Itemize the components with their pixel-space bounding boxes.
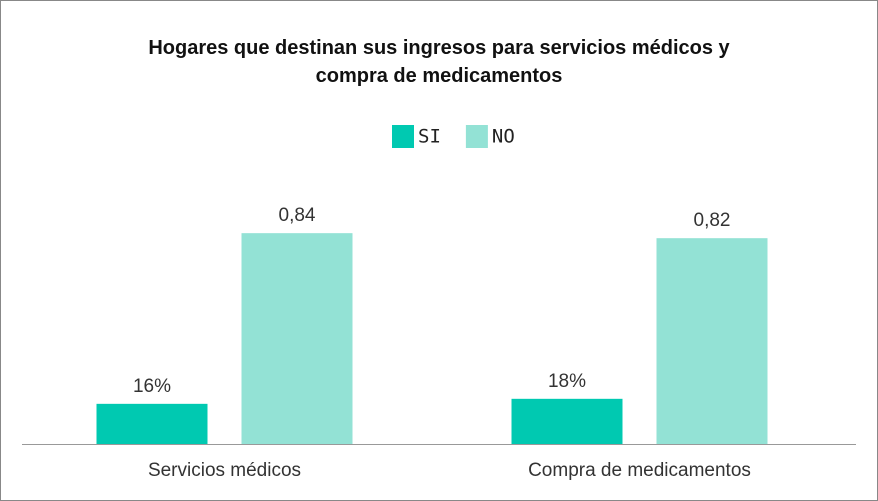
chart-title: Hogares que destinan sus ingresos para s… — [148, 37, 730, 87]
x-tick-label: Servicios médicos — [148, 460, 301, 481]
x-tick-label: Compra de medicamentos — [528, 460, 751, 481]
data-label: 16% — [133, 376, 171, 397]
bar — [511, 398, 623, 444]
data-label: 0,84 — [279, 205, 316, 226]
legend-swatch — [392, 125, 414, 148]
bar — [656, 238, 768, 444]
legend-label: NO — [492, 126, 515, 148]
data-label: 18% — [548, 371, 586, 392]
bar — [96, 403, 208, 444]
legend-swatch — [465, 125, 488, 148]
data-label: 0,82 — [694, 210, 731, 231]
legend-label: SI — [418, 126, 441, 148]
bar — [241, 233, 353, 444]
